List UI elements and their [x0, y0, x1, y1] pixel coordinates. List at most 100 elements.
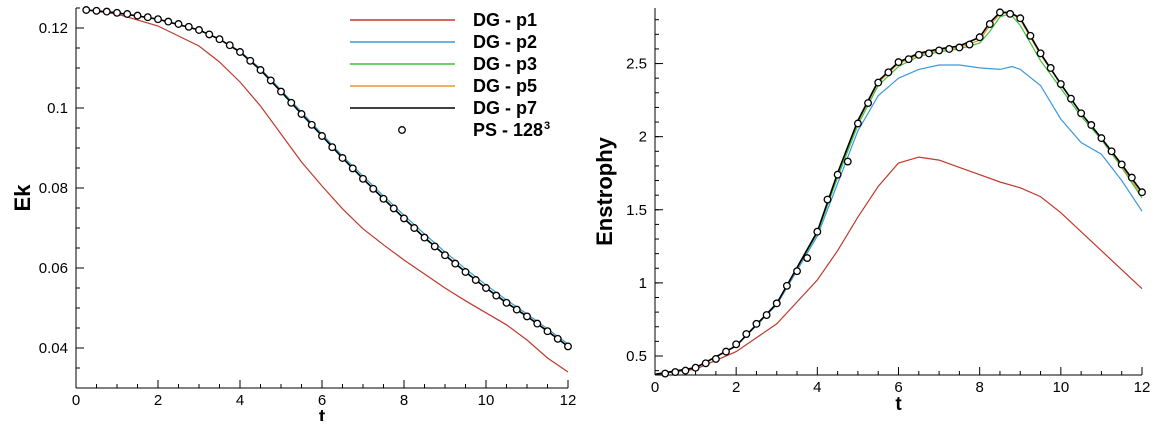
- data-point-ps-128: [338, 154, 347, 162]
- data-point-ps-128: [441, 251, 449, 260]
- y-tick-label: 2.5: [626, 56, 647, 73]
- legend-label-dg-p2: DG - p2: [473, 32, 537, 52]
- plot-enstrophy: 0 2 4 6 8 10 12 0.5 1 1.5 2 2.5 t Enstrophy: [592, 8, 1150, 415]
- data-point-ps-128: [318, 132, 326, 140]
- y-tick-label: 0.08: [39, 180, 68, 197]
- data-point-ps-128: [935, 46, 944, 55]
- data-point-ps-128: [533, 319, 542, 328]
- data-point-ps-128: [782, 281, 791, 290]
- data-point-ps-128: [184, 22, 193, 31]
- x-tick-label: 2: [732, 379, 740, 396]
- y-tick-label: 1: [639, 275, 647, 292]
- data-point-ps-128: [1006, 9, 1015, 18]
- x-tick-label: 6: [894, 379, 902, 396]
- data-point-ps-128: [133, 11, 142, 20]
- y-axis-label: Enstrophy: [592, 136, 617, 246]
- data-point-ps-128: [1087, 121, 1096, 129]
- legend-label-superscript: 3: [544, 120, 550, 132]
- data-point-ps-128: [853, 119, 862, 128]
- data-point-ps-128: [894, 58, 903, 67]
- data-point-ps-128: [92, 6, 101, 15]
- x-tick-label: 12: [560, 392, 577, 409]
- y-axis-label: Ek: [10, 184, 35, 212]
- data-point-ps-128: [564, 342, 572, 351]
- data-point-ps-128: [1026, 31, 1035, 40]
- data-point-ps-128: [1117, 160, 1126, 169]
- x-tick-label: 8: [975, 379, 983, 396]
- data-point-ps-128: [174, 20, 183, 28]
- data-point-ps-128: [681, 366, 690, 375]
- series-line-dg-p1: [86, 9, 569, 373]
- data-point-ps-128: [389, 204, 398, 213]
- data-point-ps-128: [823, 195, 832, 204]
- data-point-ps-128: [328, 143, 337, 152]
- data-point-ps-128: [492, 291, 501, 300]
- data-point-ps-128: [307, 120, 316, 129]
- data-point-ps-128: [722, 347, 730, 356]
- data-point-ps-128: [287, 98, 296, 107]
- data-point-ps-128: [420, 233, 429, 242]
- series-line-dg-p1: [654, 156, 1143, 375]
- data-point-ps-128: [1046, 63, 1055, 72]
- x-tick-label: 8: [400, 392, 408, 409]
- data-point-ps-128: [461, 268, 470, 276]
- data-point-ps-128: [924, 49, 933, 58]
- y-tick-label: 0.12: [39, 20, 68, 37]
- y-tick-label: 0.5: [626, 348, 647, 365]
- data-point-ps-128: [82, 6, 91, 14]
- x-tick-label: 12: [1134, 379, 1151, 396]
- data-point-ps-128: [701, 359, 710, 368]
- data-point-ps-128: [661, 369, 670, 378]
- data-point-ps-128: [482, 284, 490, 292]
- data-point-ps-128: [123, 10, 132, 18]
- data-point-ps-128: [451, 259, 460, 268]
- legend-marker-ps-128: [398, 126, 406, 134]
- x-tick-label: 4: [813, 379, 821, 396]
- data-point-ps-128: [843, 157, 852, 166]
- data-point-ps-128: [410, 224, 419, 232]
- data-point-ps-128: [965, 40, 974, 49]
- data-point-ps-128: [1097, 134, 1106, 143]
- x-tick-label: 0: [72, 392, 80, 409]
- data-point-ps-128: [400, 214, 408, 223]
- data-point-ps-128: [430, 242, 439, 251]
- data-point-ps-128: [691, 363, 700, 372]
- data-point-ps-128: [884, 68, 893, 77]
- legend-label-ps-128: PS - 128: [473, 120, 543, 140]
- data-point-ps-128: [543, 327, 552, 336]
- data-point-ps-128: [225, 41, 234, 50]
- data-point-ps-128: [154, 15, 162, 24]
- data-point-ps-128: [256, 66, 265, 74]
- data-point-ps-128: [379, 194, 388, 203]
- y-tick-label: 0.1: [47, 100, 68, 117]
- y-tick-label: 0.04: [39, 340, 68, 357]
- data-point-ps-128: [215, 35, 224, 44]
- data-point-ps-128: [1127, 173, 1136, 182]
- data-point-ps-128: [1056, 80, 1065, 88]
- x-axis-label: t: [319, 407, 326, 421]
- legend-label-dg-p3: DG - p3: [473, 54, 537, 74]
- data-point-ps-128: [1138, 188, 1146, 197]
- series-ps-128-markers: [661, 8, 1146, 378]
- data-point-ps-128: [1016, 14, 1025, 23]
- data-point-ps-128: [762, 311, 771, 320]
- data-point-ps-128: [471, 276, 480, 284]
- data-point-ps-128: [1077, 109, 1086, 118]
- x-tick-label: 0: [651, 379, 659, 396]
- data-point-ps-128: [742, 330, 751, 339]
- y-tick-label: 2: [639, 129, 647, 146]
- data-point-ps-128: [772, 299, 781, 308]
- series-line-dg-p3: [654, 13, 1143, 375]
- data-point-ps-128: [752, 319, 761, 328]
- data-point-ps-128: [359, 174, 367, 183]
- data-point-ps-128: [996, 8, 1004, 17]
- data-point-ps-128: [512, 305, 521, 314]
- legend-label-dg-p5: DG - p5: [473, 76, 537, 96]
- data-point-ps-128: [904, 55, 913, 64]
- data-point-ps-128: [348, 164, 357, 173]
- series-ps-128-markers: [82, 6, 572, 351]
